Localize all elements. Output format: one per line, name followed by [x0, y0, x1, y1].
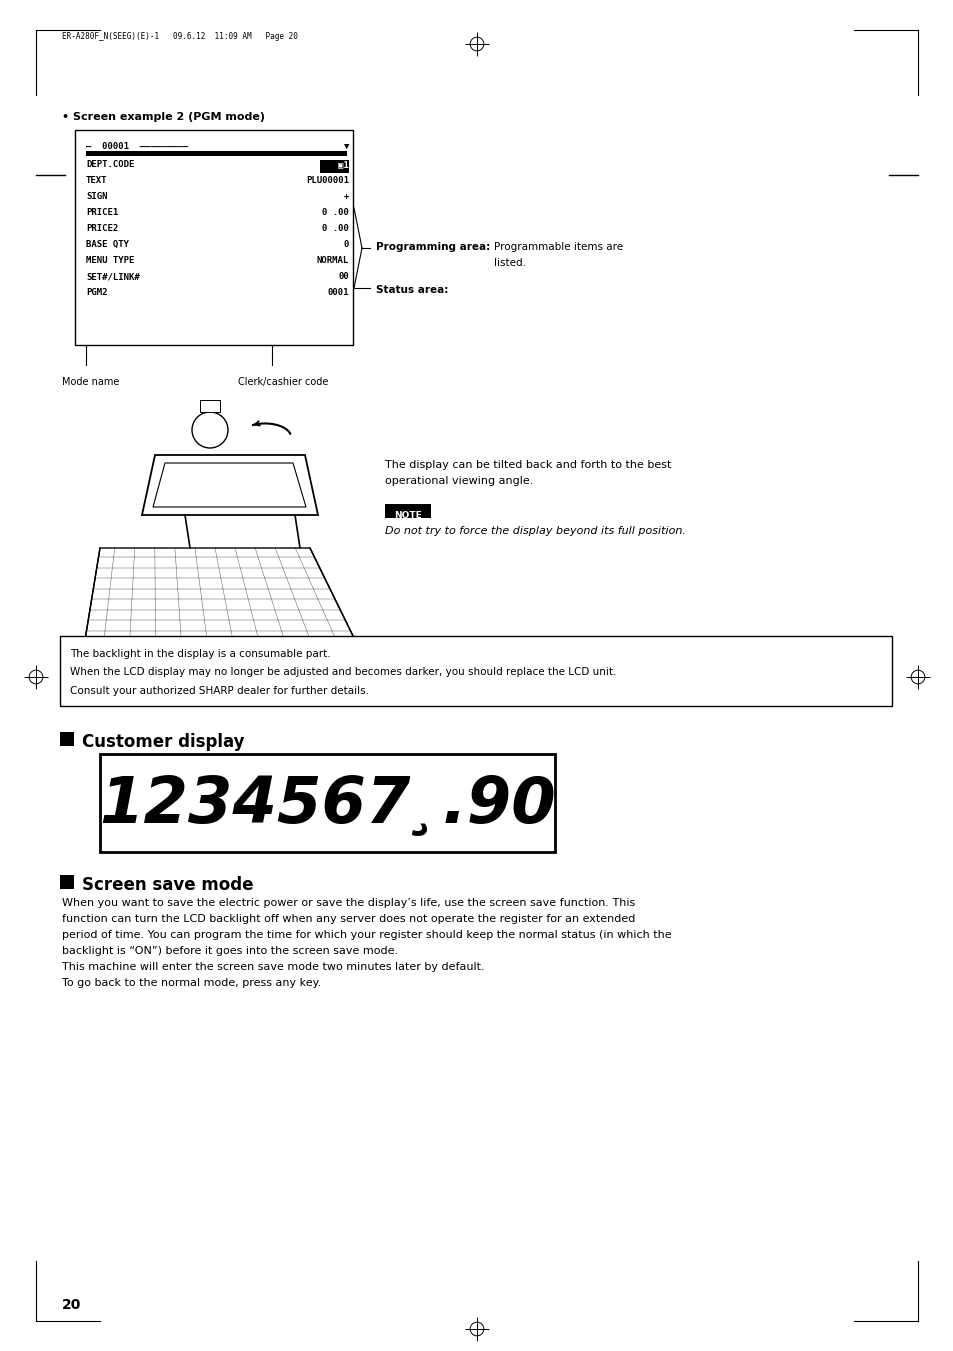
Text: Mode name: Mode name — [62, 377, 119, 386]
Bar — [60, 875, 74, 889]
Bar — [319, 159, 349, 173]
Text: Programmable items are: Programmable items are — [494, 242, 622, 253]
Bar — [385, 504, 431, 517]
Text: PRICE2: PRICE2 — [86, 224, 118, 232]
Text: Do not try to force the display beyond its full position.: Do not try to force the display beyond i… — [385, 526, 685, 536]
Text: 0 .00: 0 .00 — [322, 208, 349, 218]
Text: 0001: 0001 — [327, 288, 349, 297]
Bar — [115, 647, 314, 665]
Text: • Screen example 2 (PGM mode): • Screen example 2 (PGM mode) — [62, 112, 265, 122]
Text: 0: 0 — [343, 240, 349, 249]
Bar — [86, 151, 347, 155]
Text: 0 .00: 0 .00 — [322, 224, 349, 232]
Text: —  00001  —————————: — 00001 ————————— — [86, 142, 188, 151]
Text: When you want to save the electric power or save the display’s life, use the scr: When you want to save the electric power… — [62, 898, 635, 908]
Text: +: + — [343, 192, 349, 201]
Text: PRICE1: PRICE1 — [86, 208, 118, 218]
Text: Programming area:: Programming area: — [375, 242, 490, 253]
Text: The display can be tilted back and forth to the best: The display can be tilted back and forth… — [385, 459, 671, 470]
Text: 00: 00 — [338, 272, 349, 281]
Text: TEXT: TEXT — [86, 176, 108, 185]
Text: ▼: ▼ — [343, 142, 349, 151]
Bar — [60, 732, 74, 746]
Text: Consult your authorized SHARP dealer for further details.: Consult your authorized SHARP dealer for… — [70, 686, 369, 696]
Bar — [200, 400, 220, 412]
Text: 1234567¸.90: 1234567¸.90 — [99, 774, 556, 836]
Bar — [60, 636, 891, 707]
Text: DEPT.CODE: DEPT.CODE — [86, 159, 134, 169]
Circle shape — [192, 412, 228, 449]
Text: operational viewing angle.: operational viewing angle. — [385, 476, 533, 486]
Text: Status area:: Status area: — [375, 285, 448, 295]
Text: PGM2: PGM2 — [86, 288, 108, 297]
Text: backlight is “ON”) before it goes into the screen save mode.: backlight is “ON”) before it goes into t… — [62, 946, 397, 957]
Text: Screen save mode: Screen save mode — [82, 875, 253, 894]
Text: BASE QTY: BASE QTY — [86, 240, 129, 249]
Text: MENU TYPE: MENU TYPE — [86, 255, 134, 265]
Text: NOTE: NOTE — [394, 511, 421, 520]
Text: SET#/LINK#: SET#/LINK# — [86, 272, 139, 281]
Text: 20: 20 — [62, 1298, 81, 1312]
Text: ▣1: ▣1 — [338, 159, 349, 169]
Text: ER-A280F_N(SEEG)(E)-1   09.6.12  11:09 AM   Page 20: ER-A280F_N(SEEG)(E)-1 09.6.12 11:09 AM P… — [62, 32, 297, 41]
Text: To go back to the normal mode, press any key.: To go back to the normal mode, press any… — [62, 978, 321, 988]
Bar — [75, 130, 353, 345]
Text: Clerk/cashier code: Clerk/cashier code — [237, 377, 328, 386]
Text: PLU00001: PLU00001 — [306, 176, 349, 185]
Text: period of time. You can program the time for which your register should keep the: period of time. You can program the time… — [62, 929, 671, 940]
Text: function can turn the LCD backlight off when any server does not operate the reg: function can turn the LCD backlight off … — [62, 915, 635, 924]
Text: This machine will enter the screen save mode two minutes later by default.: This machine will enter the screen save … — [62, 962, 484, 971]
Text: NORMAL: NORMAL — [316, 255, 349, 265]
Text: The backlight in the display is a consumable part.: The backlight in the display is a consum… — [70, 648, 331, 659]
Text: SIGN: SIGN — [86, 192, 108, 201]
Text: When the LCD display may no longer be adjusted and becomes darker, you should re: When the LCD display may no longer be ad… — [70, 667, 616, 677]
Bar — [100, 754, 555, 852]
Text: listed.: listed. — [494, 258, 525, 267]
Text: Customer display: Customer display — [82, 734, 244, 751]
